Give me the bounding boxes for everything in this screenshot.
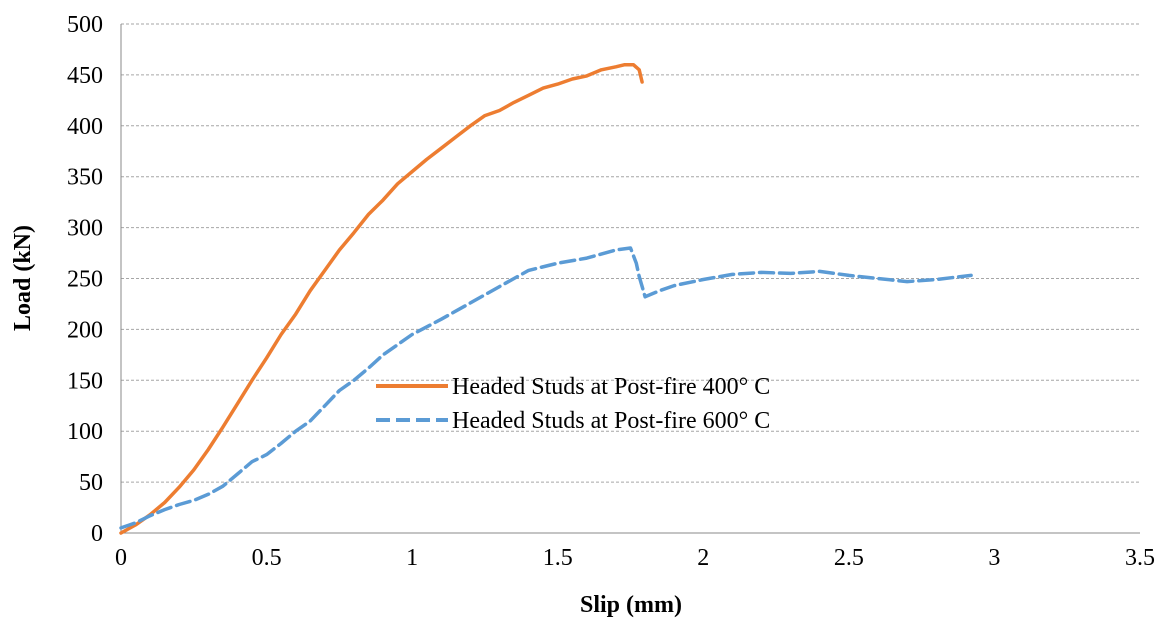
y-tick-label: 500 xyxy=(67,12,103,38)
x-tick-label: 0 xyxy=(115,545,127,571)
y-tick-label: 350 xyxy=(67,165,103,191)
y-axis-title: Load (kN) xyxy=(10,225,36,331)
y-tick-label: 50 xyxy=(79,470,103,496)
series-line-400c xyxy=(119,62,644,535)
y-tick-label: 400 xyxy=(67,114,103,140)
legend-label-400c: Headed Studs at Post-fire 400° C xyxy=(452,374,770,400)
y-tick-label: 100 xyxy=(67,419,103,445)
x-tick-label: 2 xyxy=(697,545,709,571)
y-tick-label: 250 xyxy=(67,267,103,293)
x-tick-label: 1 xyxy=(406,545,418,571)
x-tick-label: 0.5 xyxy=(252,545,282,571)
series-line-600c xyxy=(119,246,973,530)
y-tick-label: 0 xyxy=(91,521,103,547)
x-tick-label: 3 xyxy=(988,545,1000,571)
y-tick-label: 450 xyxy=(67,63,103,89)
y-tick-label: 150 xyxy=(67,368,103,394)
y-tick-label: 300 xyxy=(67,216,103,242)
tick-labels: 0 50 100 150 200 250 300 350 400 450 500 0 0.5 1 1.5 2 2… xyxy=(67,12,1155,571)
y-tick-label: 200 xyxy=(67,317,103,343)
x-tick-label: 3.5 xyxy=(1125,545,1155,571)
axes xyxy=(120,24,1140,534)
series-group xyxy=(119,62,973,535)
x-tick-label: 1.5 xyxy=(543,545,573,571)
x-tick-label: 2.5 xyxy=(834,545,864,571)
legend: Headed Studs at Post-fire 400° C Headed … xyxy=(376,374,770,434)
legend-label-600c: Headed Studs at Post-fire 600° C xyxy=(452,408,770,434)
x-axis-title: Slip (mm) xyxy=(580,592,682,618)
